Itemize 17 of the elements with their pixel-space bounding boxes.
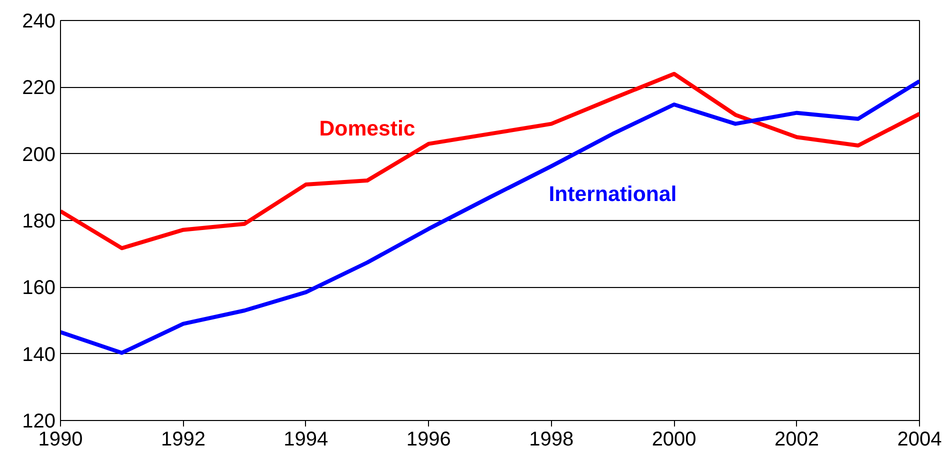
x-tick-label: 1992 [160,428,206,450]
y-tick-label: 220 [22,77,56,100]
line-series [60,79,920,355]
y-tick-label: 200 [22,144,56,166]
series-label: International [548,182,677,206]
x-tick-label: 1996 [406,428,451,450]
x-tick-label: 2000 [652,428,696,450]
x-tick-label: 2002 [774,428,820,450]
x-tick-label: 2004 [897,428,942,450]
x-tick-label: 1998 [529,428,574,450]
x-tick-label: 1994 [284,428,328,450]
y-tick-label: 140 [22,344,56,366]
y-tick-label: 180 [22,210,56,232]
y-tick-label: 160 [22,277,56,300]
line-series [60,72,920,250]
y-tick-label: 240 [22,10,56,32]
series-label: Domestic [319,116,416,140]
